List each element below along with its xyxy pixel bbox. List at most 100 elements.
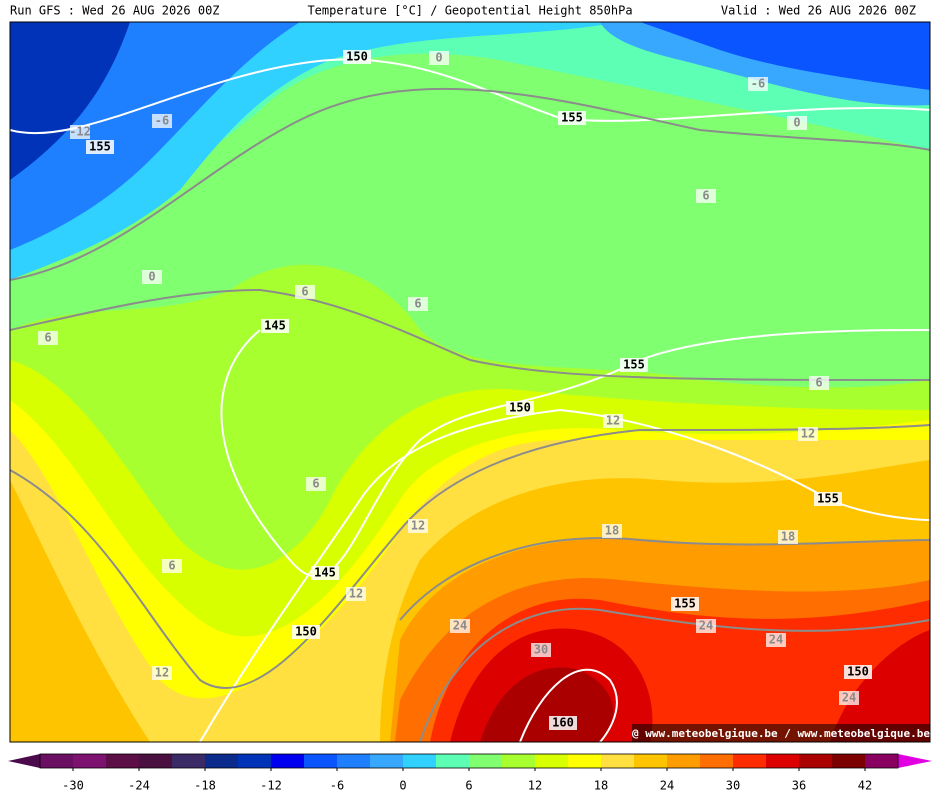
colorbar-tick-label: -18 [194, 779, 216, 793]
temperature-label: 12 [801, 427, 815, 441]
colorbar-segment [370, 754, 404, 768]
colorbar-high-arrow [898, 754, 932, 768]
colorbar-segment [304, 754, 338, 768]
temperature-label: 0 [435, 51, 442, 65]
temperature-label-box [531, 643, 551, 657]
colorbar-segment [403, 754, 437, 768]
temperature-label: 6 [702, 189, 709, 203]
height-label-box [844, 665, 872, 679]
colorbar-tick-label: 42 [858, 779, 872, 793]
temperature-label-box [839, 691, 859, 705]
colorbar-tick-label: 30 [726, 779, 740, 793]
temperature-label-box [152, 114, 172, 128]
height-label-box [261, 319, 289, 333]
colorbar-segment [172, 754, 206, 768]
temperature-label: 24 [699, 619, 713, 633]
colorbar-tick-label: -24 [128, 779, 150, 793]
temperature-label: 6 [301, 285, 308, 299]
colorbar-tick-label: 0 [399, 779, 406, 793]
field [480, 667, 614, 742]
height-label-box [506, 401, 534, 415]
temperature-label-box [450, 619, 470, 633]
temperature-label-box [295, 285, 315, 299]
colorbar-segment [634, 754, 668, 768]
temperature-label: -6 [751, 77, 765, 91]
temperature-label-box [408, 297, 428, 311]
colorbar-segment [106, 754, 140, 768]
height-label-box [558, 111, 586, 125]
temperature-label-box [809, 376, 829, 390]
watermark: @ www.meteobelgique.be / www.meteobelgiq… [632, 727, 930, 740]
colorbar-segment [139, 754, 173, 768]
colorbar-segment [271, 754, 305, 768]
temperature-label: 12 [155, 666, 169, 680]
temperature-label: 6 [815, 376, 822, 390]
height-label: 150 [847, 665, 869, 679]
colorbar-tick-label: 12 [528, 779, 542, 793]
height-label-box [620, 358, 648, 372]
colorbar: -30 -24 -18 -12 -6 0 6 12 18 24 30 36 42 [8, 753, 932, 793]
temperature-label-box [306, 477, 326, 491]
temperature-label: 6 [44, 331, 51, 345]
height-label-box [671, 597, 699, 611]
height-label: 155 [674, 597, 696, 611]
height-label: 155 [561, 111, 583, 125]
temperature-label: 0 [793, 116, 800, 130]
temperature-label: 24 [453, 619, 467, 633]
height-label: 155 [89, 140, 111, 154]
colorbar-tick-label: 36 [792, 779, 806, 793]
colorbar-tick-label: 18 [594, 779, 608, 793]
temperature-label-box [38, 331, 58, 345]
height-label: 145 [264, 319, 286, 333]
colorbar-segment [865, 754, 899, 768]
temperature-contours [10, 87, 930, 742]
height-label-box [292, 625, 320, 639]
colorbar-segment [73, 754, 107, 768]
colorbar-tick-label: 6 [465, 779, 472, 793]
valid-label: Valid : Wed 26 AUG 2026 00Z [721, 4, 916, 18]
height-label: 150 [295, 625, 317, 639]
colorbar-tick-label: -30 [62, 779, 84, 793]
colorbar-segment [601, 754, 635, 768]
temperature-label-box [142, 270, 162, 284]
temperature-label: -6 [155, 114, 169, 128]
colorbar-tick-label: -6 [330, 779, 344, 793]
map-title: Temperature [°C] / Geopotential Height 8… [307, 4, 632, 18]
height-label-box [86, 140, 114, 154]
temperature-label-box [787, 116, 807, 130]
height-label: 160 [552, 716, 574, 730]
temperature-label-box [696, 189, 716, 203]
colorbar-segment [469, 754, 503, 768]
temperature-label-box [162, 559, 182, 573]
height-label: 150 [509, 401, 531, 415]
temperature-label-box [152, 666, 172, 680]
field [640, 22, 930, 90]
temperature-label-box [778, 530, 798, 544]
temperature-label-box [748, 77, 768, 91]
colorbar-segment [337, 754, 371, 768]
height-label: 150 [346, 50, 368, 64]
height-label-box [814, 492, 842, 506]
height-label-box [343, 50, 371, 64]
height-label-box [311, 566, 339, 580]
colorbar-segment [238, 754, 272, 768]
temperature-label-box [408, 519, 428, 533]
colorbar-segment [502, 754, 536, 768]
map-frame [9, 21, 931, 743]
watermark-box [632, 724, 930, 742]
temperature-label-box [346, 587, 366, 601]
temperature-label: 24 [842, 691, 856, 705]
height-label: 155 [623, 358, 645, 372]
temperature-label: -12 [69, 125, 91, 139]
temperature-label: 12 [349, 587, 363, 601]
temperature-label-box [429, 51, 449, 65]
colorbar-segment [568, 754, 602, 768]
colorbar-segment [535, 754, 569, 768]
colorbar-segment [700, 754, 734, 768]
temperature-label: 6 [312, 477, 319, 491]
colorbar-segment [766, 754, 800, 768]
temperature-label-box [798, 427, 818, 441]
colorbar-tick-label: 24 [660, 779, 674, 793]
temperature-label-box [602, 524, 622, 538]
